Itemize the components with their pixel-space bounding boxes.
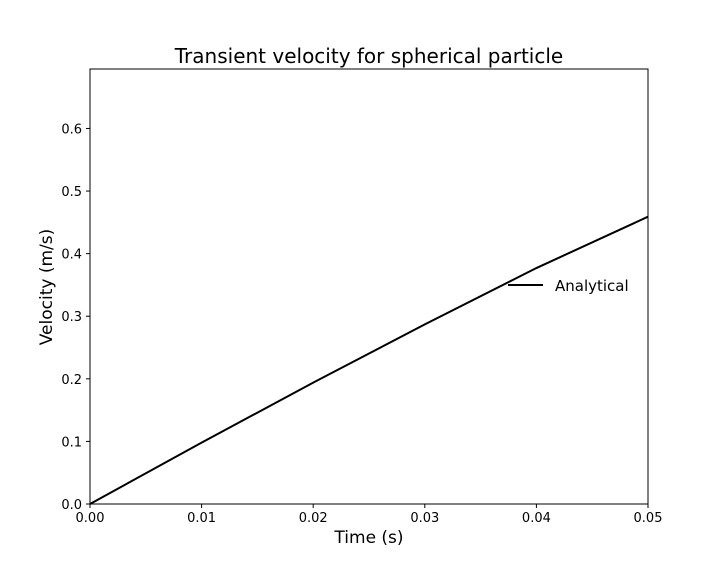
legend-label: Analytical bbox=[555, 277, 629, 295]
x-tick-label: 0.02 bbox=[299, 511, 328, 526]
x-tick-label: 0.03 bbox=[410, 511, 439, 526]
x-tick-label: 0.00 bbox=[76, 511, 105, 526]
y-axis: 0.0 0.1 0.2 0.3 0.4 0.5 0.6 bbox=[61, 122, 90, 513]
plot-frame bbox=[89, 68, 649, 505]
y-tick-label: 0.5 bbox=[61, 185, 82, 200]
series-line-0 bbox=[89, 215, 649, 505]
x-tick-label: 0.01 bbox=[187, 511, 216, 526]
y-tick-label: 0.6 bbox=[61, 122, 82, 137]
x-tick-label: 0.04 bbox=[522, 511, 551, 526]
y-tick-label: 0.3 bbox=[61, 310, 82, 325]
y-tick-label: 0.2 bbox=[61, 373, 82, 388]
y-tick-label: 0.0 bbox=[61, 498, 82, 513]
y-axis-label: Velocity (m/s) bbox=[37, 229, 57, 346]
y-tick-label: 0.1 bbox=[61, 435, 82, 450]
plot-area bbox=[89, 215, 649, 505]
legend: Analytical bbox=[508, 277, 629, 295]
x-tick-label: 0.05 bbox=[634, 511, 663, 526]
x-axis-label: Time (s) bbox=[333, 528, 403, 548]
y-tick-label: 0.4 bbox=[61, 248, 82, 263]
chart-title: Transient velocity for spherical particl… bbox=[174, 44, 563, 68]
x-axis: 0.00 0.01 0.02 0.03 0.04 0.05 bbox=[76, 504, 663, 526]
